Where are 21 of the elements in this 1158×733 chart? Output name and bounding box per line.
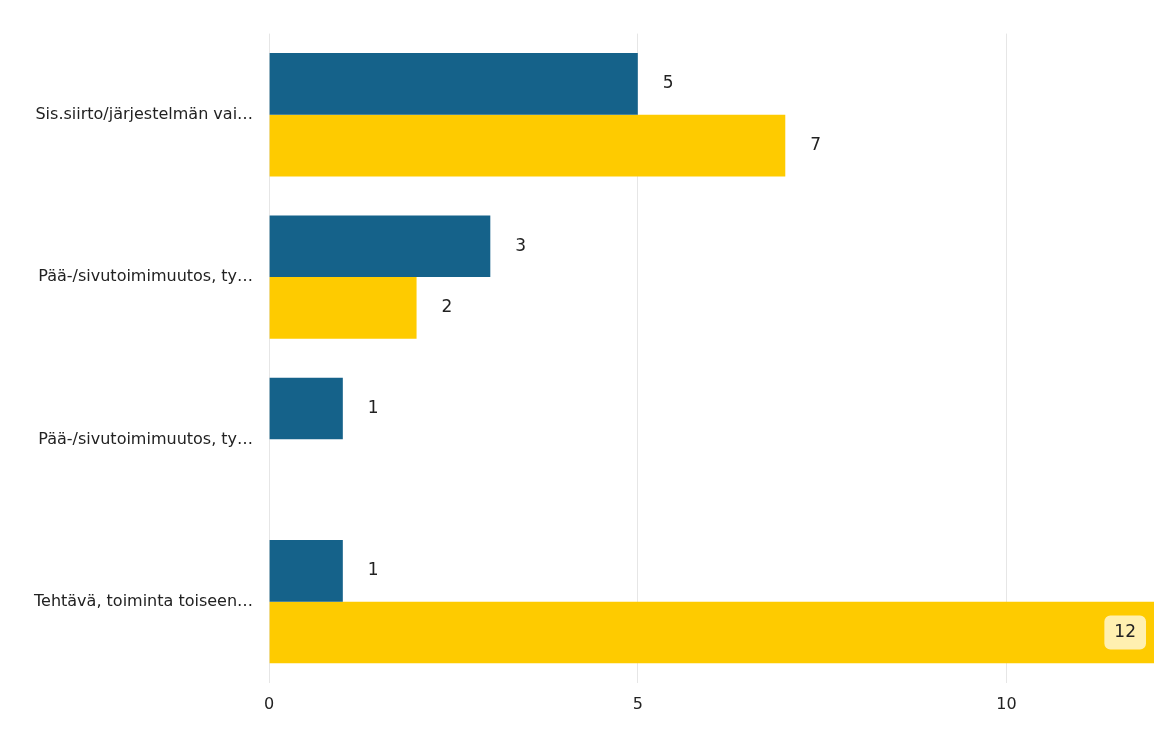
bar [269,601,1154,664]
x-tick-label: 0 [263,693,275,713]
data-label: 5 [662,72,674,93]
bar [269,114,786,177]
bar [269,215,491,278]
y-tick-label: Pää-/sivutoimimuutos, ty… [38,428,254,448]
y-tick-label: Tehtävä, toiminta toiseen… [33,590,254,610]
data-label: 2 [441,296,453,317]
y-tick-label: Sis.siirto/järjestelmän vai… [35,103,254,123]
bar [269,277,417,339]
bar [269,53,638,115]
bar [269,539,343,602]
data-label: 12 [1114,620,1137,641]
y-tick-label: Pää-/sivutoimimuutos, ty… [38,266,254,286]
data-label: 1 [367,559,379,580]
data-label: 1 [367,396,379,417]
data-label: 3 [515,234,527,255]
bar [269,377,343,440]
data-label: 7 [810,134,822,155]
x-tick-label: 5 [632,693,643,713]
x-tick-label: 10 [996,693,1017,713]
